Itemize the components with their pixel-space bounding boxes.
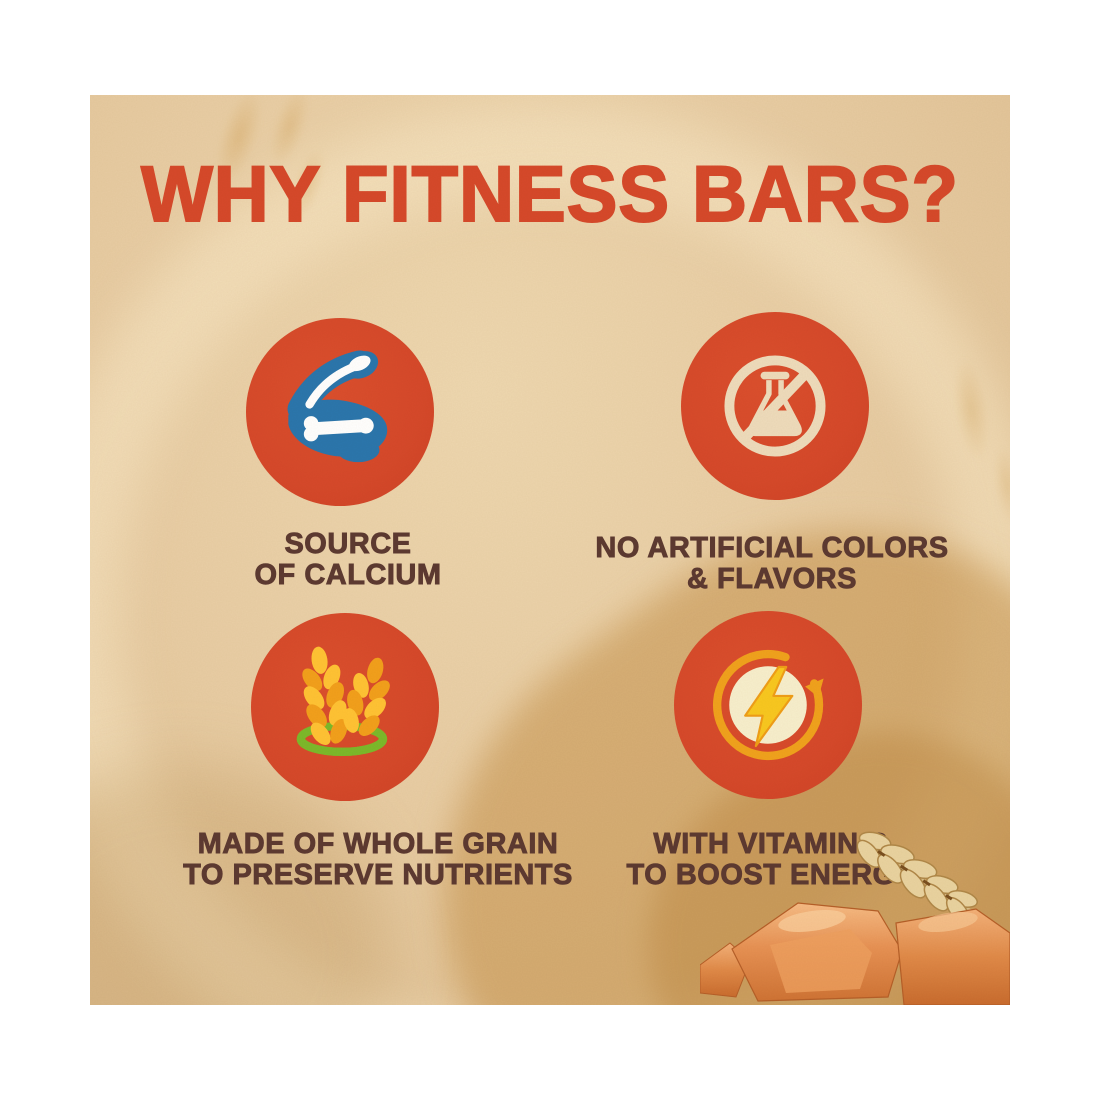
caption-line: TO PRESERVE NUTRIENTS: [183, 859, 573, 891]
caption-no-artificial: NO ARTIFICIAL COLORS & FLAVORS: [595, 532, 949, 595]
caption-line: OF CALCIUM: [254, 559, 442, 591]
feature-circle-vitamin-b: [674, 611, 862, 799]
caption-line: & FLAVORS: [687, 563, 857, 595]
caption-line: SOURCE: [284, 528, 412, 560]
feature-circle-calcium: [246, 318, 434, 506]
wheat-ears-icon: [296, 646, 390, 757]
poster-canvas: WHY FITNESS BARS? SOURCE OF CALCIUM: [90, 95, 1010, 1005]
caramel-chunks-photo: [700, 902, 1010, 1005]
caramel-and-wheat-photo: [700, 831, 1010, 1005]
feature-circle-no-artificial: [681, 312, 869, 500]
crossed-flask-icon: [724, 355, 826, 457]
caption-line: NO ARTIFICIAL COLORS: [595, 532, 949, 564]
caption-source-of-calcium: SOURCE OF CALCIUM: [254, 528, 442, 591]
caption-line: MADE OF WHOLE GRAIN: [197, 828, 559, 860]
poster-title: WHY FITNESS BARS?: [140, 150, 959, 239]
muscle-with-bone-icon: [287, 350, 388, 463]
lightning-refresh-icon: [712, 649, 824, 760]
caption-whole-grain: MADE OF WHOLE GRAIN TO PRESERVE NUTRIENT…: [183, 828, 573, 891]
feature-circle-whole-grain: [251, 613, 439, 801]
